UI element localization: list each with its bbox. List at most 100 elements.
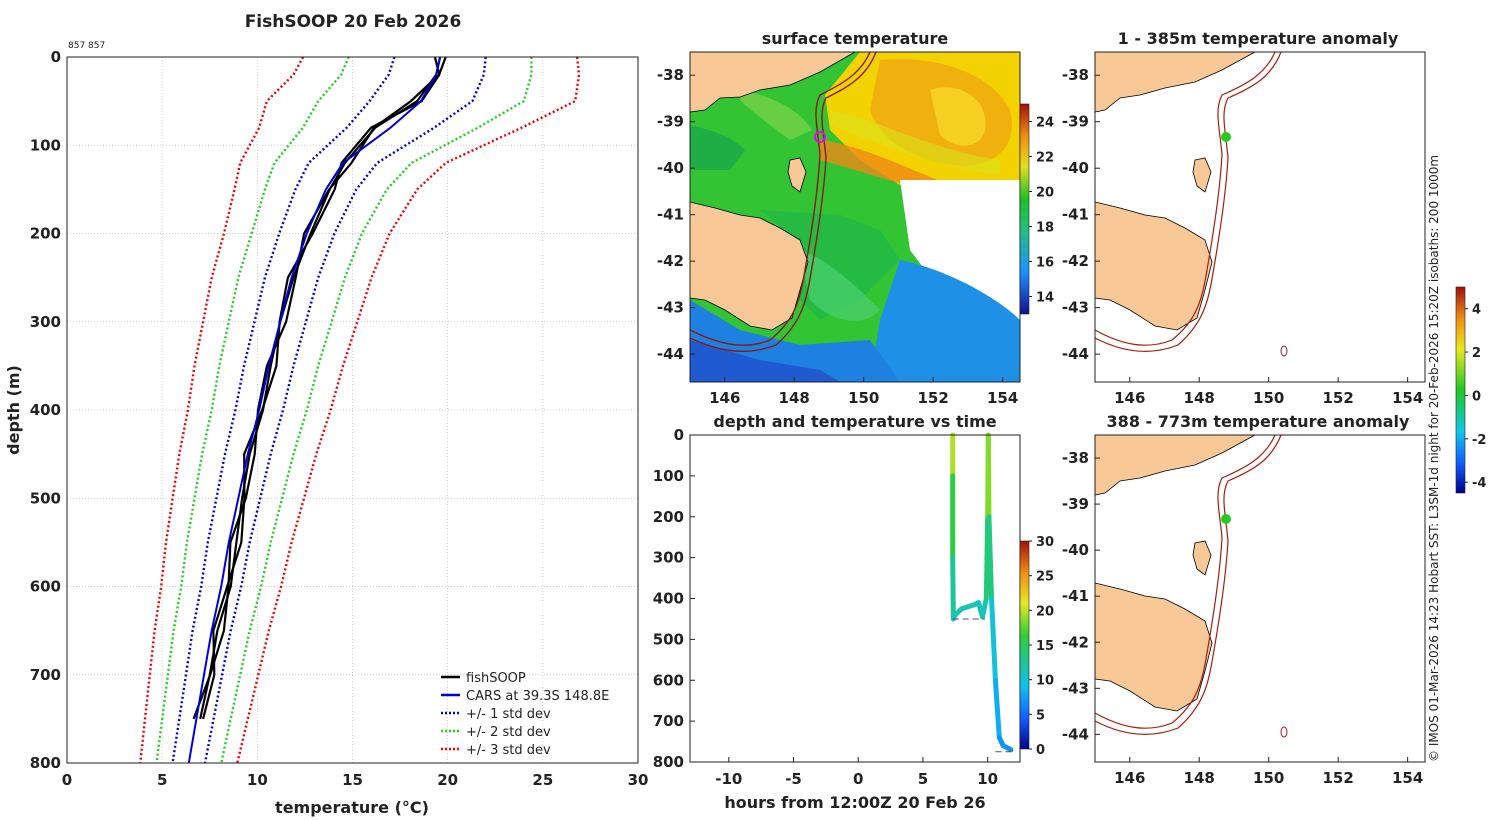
p2-ticks-ytick--44: -44 [657, 345, 684, 363]
p5-ticks-xtick-148: 148 [1184, 769, 1215, 787]
anomaly-upper-isobath-200 [1094, 51, 1276, 346]
profile-series-4-minus [139, 56, 305, 764]
profile-xtick-15: 15 [342, 771, 363, 789]
p4-cbticks-label-5: 5 [1036, 708, 1045, 723]
anomaly-lower-position-marker [1221, 514, 1231, 524]
credit-text: © IMOS 01-Mar-2026 14:23 Hobart SST: L3S… [1427, 155, 1441, 762]
p4-cbticks-label-10: 10 [1036, 674, 1054, 689]
p3-ticks-ytick--40: -40 [1062, 159, 1089, 177]
p3-ticks-xtick-146: 146 [1114, 389, 1145, 407]
profile-series-4-plus [236, 56, 581, 764]
legend-label-1: CARS at 39.3S 148.8E [466, 689, 609, 704]
p5-ticks-ytick--44: -44 [1062, 725, 1089, 743]
p5-ticks-xtick-146: 146 [1114, 769, 1145, 787]
profile-xtick-20: 20 [437, 771, 458, 789]
anomaly-colorbar [1455, 286, 1466, 494]
p5-ticks-ytick--42: -42 [1062, 633, 1089, 651]
anom-cbticks-label-0: 0 [1472, 389, 1481, 404]
time-track-segment-14 [989, 596, 998, 683]
time-panel: depth and temperature vs time -10 -5 0 5 100… [653, 412, 1054, 812]
profile-ylabel: depth (m) [4, 365, 23, 455]
p5-ticks-xtick-152: 152 [1323, 769, 1354, 787]
p2-ticks-xtick-154: 154 [987, 389, 1018, 407]
time-xtick-5: 5 [918, 770, 928, 788]
anomaly-upper-position-marker [1221, 132, 1231, 142]
p4-cbticks-label-0: 0 [1036, 743, 1045, 758]
time-track-segment-13 [986, 514, 995, 601]
time-ytick-500: 500 [653, 630, 684, 648]
p5-ticks-xtick-154: 154 [1392, 769, 1423, 787]
p3-ticks-xtick-148: 148 [1184, 389, 1215, 407]
p3-ticks-xtick-152: 152 [1323, 389, 1354, 407]
time-xtick--10: -10 [715, 770, 742, 788]
profile-ytick-800: 800 [30, 754, 61, 772]
time-ytick-100: 100 [653, 467, 684, 485]
profile-series-2-minus [171, 56, 396, 764]
sst-isobath-200 [689, 51, 871, 346]
p2-ticks-ytick--41: -41 [657, 206, 684, 224]
time-ytick-300: 300 [653, 549, 684, 567]
profile-xtick-0: 0 [62, 771, 72, 789]
profile-fishsoop-cast-2 [202, 56, 441, 720]
anomaly-lower-seamount [1280, 726, 1288, 738]
time-track-segment-12 [985, 432, 992, 520]
profile-ytick-400: 400 [30, 401, 61, 419]
p4-cbticks-label-20: 20 [1036, 604, 1054, 619]
anomaly-upper-panel: 1 - 385m temperature anomaly 146 148 150 15… [1062, 29, 1426, 407]
profile-ytick-100: 100 [30, 136, 61, 154]
p2-ticks-ytick--40: -40 [657, 159, 684, 177]
sst-colorbar [1019, 103, 1030, 315]
anomaly-upper-title: 1 - 385m temperature anomaly [1118, 29, 1399, 48]
anom-cbticks-label--4: -4 [1472, 476, 1486, 491]
time-track-segment-15 [992, 677, 1002, 740]
profile-ytick-300: 300 [30, 313, 61, 331]
anomaly-upper-land-mainland [1094, 51, 1256, 113]
p4-cbticks-label-25: 25 [1036, 570, 1054, 585]
time-track-segment-9 [979, 596, 989, 620]
p3-ticks-ytick--44: -44 [1062, 345, 1089, 363]
p2-ticks-xtick-150: 150 [848, 389, 879, 407]
p5-ticks-ytick--43: -43 [1062, 679, 1089, 697]
p2-cbticks-label-22: 22 [1036, 151, 1054, 166]
profile-xtick-10: 10 [247, 771, 268, 789]
time-ytick-800: 800 [653, 753, 684, 771]
anomaly-lower-isobath-1000 [1094, 434, 1282, 735]
p3-ticks-ytick--38: -38 [1062, 66, 1089, 84]
anomaly-lower-panel: 388 - 773m temperature anomaly 146 148 150… [1062, 412, 1426, 787]
profile-fishsoop-cast-0 [199, 56, 442, 720]
profile-panel: FishSOOP 20 Feb 2026 857 857 0 5 10 15 20 25 3… [4, 12, 648, 817]
profile-axes-box [66, 56, 639, 764]
legend-label-4: +/- 3 std dev [466, 743, 551, 758]
profile-title: FishSOOP 20 Feb 2026 [245, 12, 462, 32]
p2-cbticks-label-16: 16 [1036, 256, 1054, 271]
time-ytick-400: 400 [653, 590, 684, 608]
anomaly-lower-land-island [1192, 540, 1212, 576]
p2-ticks-xtick-148: 148 [779, 389, 810, 407]
time-track-segment-2 [950, 555, 956, 622]
sst-field [690, 52, 1020, 382]
p3-ticks-ytick--41: -41 [1062, 206, 1089, 224]
anomaly-lower-land-mainland [1094, 434, 1256, 496]
time-xlabel: hours from 12:00Z 20 Feb 26 [724, 793, 985, 812]
sst-position-marker [814, 131, 826, 143]
time-ytick-700: 700 [653, 712, 684, 730]
profile-ytick-0: 0 [51, 48, 61, 66]
anomaly-upper-seamount [1280, 345, 1288, 357]
anomaly-lower-land-tasmania [1094, 582, 1213, 712]
p2-cbticks-label-18: 18 [1036, 221, 1054, 236]
time-ytick-600: 600 [653, 671, 684, 689]
p3-ticks-xtick-154: 154 [1392, 389, 1423, 407]
sst-map-panel: surface temperature 146 [657, 29, 1054, 407]
p2-cbticks-label-24: 24 [1036, 116, 1054, 131]
p5-ticks-ytick--41: -41 [1062, 587, 1089, 605]
profile-xtick-25: 25 [532, 771, 553, 789]
anomaly-upper-axes-box [1094, 51, 1426, 383]
profile-xtick-30: 30 [628, 771, 649, 789]
profile-ytick-700: 700 [30, 666, 61, 684]
p3-ticks-xtick-150: 150 [1253, 389, 1284, 407]
p2-ticks-xtick-146: 146 [709, 389, 740, 407]
legend-label-0: fishSOOP [466, 671, 526, 686]
p2-ticks-ytick--38: -38 [657, 66, 684, 84]
time-xtick-10: 10 [977, 770, 998, 788]
